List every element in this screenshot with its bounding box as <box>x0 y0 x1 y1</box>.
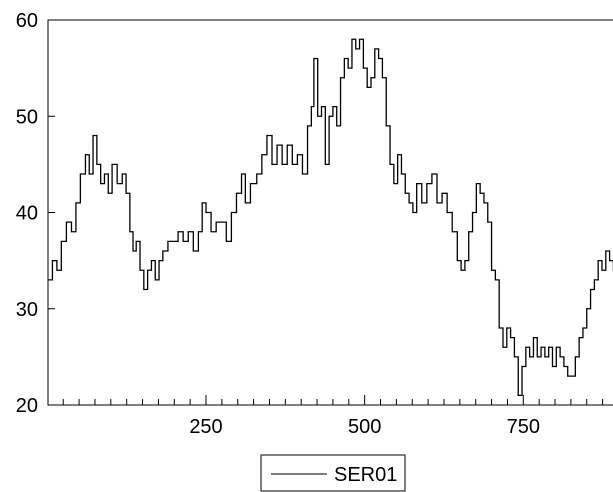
x-tick-label-750: 750 <box>507 416 540 438</box>
y-tick-label-40: 40 <box>16 203 38 225</box>
legend-box <box>260 454 406 492</box>
x-axis: 250 500 750 <box>62 395 604 438</box>
y-tick-label-50: 50 <box>16 106 38 128</box>
series-line-ser01 <box>48 38 613 397</box>
x-tick-label-250: 250 <box>189 416 222 438</box>
series-layer <box>48 38 613 397</box>
legend: SER01 <box>260 454 406 492</box>
y-tick-label-20: 20 <box>16 395 38 417</box>
legend-label-ser01: SER01 <box>334 464 397 486</box>
x-tick-label-500: 500 <box>348 416 381 438</box>
y-tick-label-60: 60 <box>16 10 38 32</box>
y-axis: 20 30 40 50 60 <box>16 10 55 417</box>
y-tick-label-30: 30 <box>16 299 38 321</box>
